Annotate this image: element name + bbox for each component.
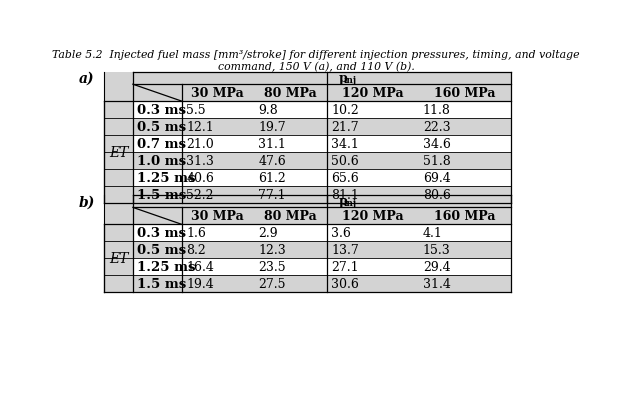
Text: p: p <box>338 72 347 85</box>
Text: 29.4: 29.4 <box>423 261 450 273</box>
Text: 160 MPa: 160 MPa <box>434 87 495 100</box>
Text: 27.1: 27.1 <box>331 261 359 273</box>
Text: 51.8: 51.8 <box>423 154 450 168</box>
Text: 27.5: 27.5 <box>259 277 286 290</box>
Bar <box>104 73 511 203</box>
Text: 16.4: 16.4 <box>186 261 214 273</box>
Text: 23.5: 23.5 <box>259 261 286 273</box>
Text: ET: ET <box>109 146 128 160</box>
Bar <box>133 259 511 275</box>
Text: 1.25 ms: 1.25 ms <box>137 172 196 184</box>
Text: 120 MPa: 120 MPa <box>342 210 404 223</box>
Text: 9.8: 9.8 <box>259 104 278 117</box>
Text: 19.4: 19.4 <box>186 277 214 290</box>
Bar <box>104 196 511 292</box>
Text: 10.2: 10.2 <box>331 104 359 117</box>
Text: inj: inj <box>344 199 357 208</box>
Text: 21.7: 21.7 <box>331 121 359 134</box>
Text: 0.5 ms: 0.5 ms <box>137 244 186 257</box>
Text: 81.1: 81.1 <box>331 188 359 201</box>
Text: 30 MPa: 30 MPa <box>191 87 244 100</box>
Text: 1.6: 1.6 <box>186 227 206 240</box>
Text: 0.3 ms: 0.3 ms <box>137 227 186 240</box>
Text: 77.1: 77.1 <box>259 188 286 201</box>
Text: 61.2: 61.2 <box>259 172 286 184</box>
Text: 0.5 ms: 0.5 ms <box>137 121 186 134</box>
Text: 8.2: 8.2 <box>186 244 206 257</box>
Text: 69.4: 69.4 <box>423 172 450 184</box>
Text: 30 MPa: 30 MPa <box>191 210 244 223</box>
Bar <box>133 136 511 152</box>
Text: 11.8: 11.8 <box>423 104 450 117</box>
Text: 2.9: 2.9 <box>259 227 278 240</box>
Text: 47.6: 47.6 <box>259 154 286 168</box>
Text: Table 5.2  Injected fuel mass [mm³/stroke] for different injection pressures, ti: Table 5.2 Injected fuel mass [mm³/stroke… <box>52 50 580 72</box>
Text: 34.6: 34.6 <box>423 138 450 151</box>
Text: 40.6: 40.6 <box>186 172 214 184</box>
Text: 80.6: 80.6 <box>423 188 450 201</box>
Text: 31.1: 31.1 <box>259 138 286 151</box>
Text: 0.7 ms: 0.7 ms <box>137 138 186 151</box>
Bar <box>133 102 511 119</box>
Text: 34.1: 34.1 <box>331 138 359 151</box>
Text: 80 MPa: 80 MPa <box>264 210 317 223</box>
Text: 80 MPa: 80 MPa <box>264 87 317 100</box>
Text: 50.6: 50.6 <box>331 154 359 168</box>
Text: ET: ET <box>109 251 128 265</box>
Text: 31.3: 31.3 <box>186 154 214 168</box>
Text: 19.7: 19.7 <box>259 121 286 134</box>
Text: 4.1: 4.1 <box>423 227 442 240</box>
Text: inj: inj <box>344 76 357 85</box>
Text: 12.3: 12.3 <box>259 244 286 257</box>
Text: 12.1: 12.1 <box>186 121 214 134</box>
Text: 1.5 ms: 1.5 ms <box>137 188 186 201</box>
Text: 1.5 ms: 1.5 ms <box>137 277 186 290</box>
Text: 0.3 ms: 0.3 ms <box>137 104 186 117</box>
Text: 5.5: 5.5 <box>186 104 206 117</box>
Text: 1.25 ms: 1.25 ms <box>137 261 196 273</box>
Text: 22.3: 22.3 <box>423 121 450 134</box>
Text: b): b) <box>79 195 95 209</box>
Text: 15.3: 15.3 <box>423 244 450 257</box>
Bar <box>133 170 511 186</box>
Text: 160 MPa: 160 MPa <box>434 210 495 223</box>
Text: 13.7: 13.7 <box>331 244 359 257</box>
Text: 52.2: 52.2 <box>186 188 214 201</box>
Text: 120 MPa: 120 MPa <box>342 87 404 100</box>
Text: 30.6: 30.6 <box>331 277 359 290</box>
Text: 65.6: 65.6 <box>331 172 359 184</box>
Bar <box>133 225 511 242</box>
Text: 31.4: 31.4 <box>423 277 450 290</box>
Text: 3.6: 3.6 <box>331 227 351 240</box>
Text: 1.0 ms: 1.0 ms <box>137 154 186 168</box>
Text: p: p <box>338 194 347 207</box>
Text: a): a) <box>79 72 94 86</box>
Text: 21.0: 21.0 <box>186 138 214 151</box>
